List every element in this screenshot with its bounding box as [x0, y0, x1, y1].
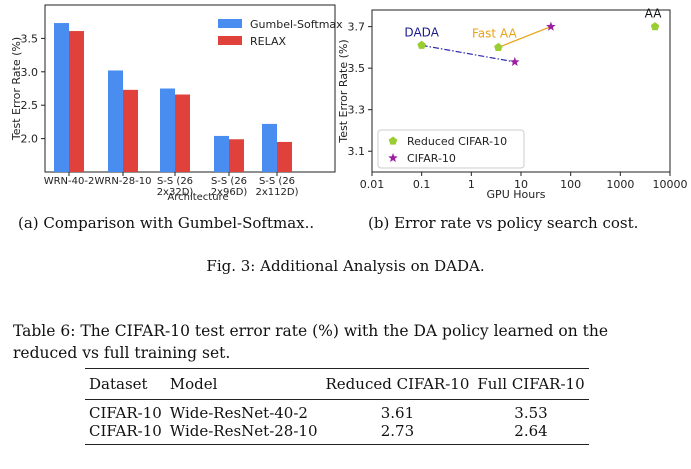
x-tick-label: S-S (26 2x96D): [211, 176, 248, 198]
gumbel-relax-bar-chart: 2.0 2.5 3.0 3.5 WRN-40-2 WRN-28-10 S-S (26 2x32…: [10, 4, 343, 203]
legend-marker-reduced: [388, 136, 398, 145]
x-tick-label: 100: [560, 178, 581, 191]
legend-label-reduced: Reduced CIFAR-10: [407, 135, 507, 148]
header-dataset: Dataset: [85, 368, 166, 400]
cell-full: 3.53: [514, 404, 548, 422]
annotation-dada: DADA: [404, 25, 439, 39]
x-tick-label: S-S (26 2x112D): [256, 176, 299, 198]
x-tick-label: 0.01: [360, 178, 385, 191]
legend-label-relax: RELAX: [250, 35, 286, 48]
link-line-dada: [421, 44, 515, 63]
x-tick-label: 10: [514, 178, 528, 191]
table-row: CIFAR-10 Wide-ResNet-40-2 3.61 3.53: [85, 400, 589, 422]
bar-relax: [123, 89, 138, 172]
y-tick-label: 3.3: [348, 104, 366, 117]
y-tick-label: 3.5: [21, 32, 39, 45]
x-tick-label: S-S (26 2x32D): [157, 176, 194, 198]
error-vs-cost-scatter-chart: 0.01 0.1 1 10 100 1000 10000 3.1 3.3 3.5 3.7 GPU Ho…: [337, 7, 688, 201]
bar-gumbel-softmax: [108, 70, 123, 172]
y-tick-label: 2.0: [21, 133, 39, 146]
cell-dataset: CIFAR-10: [85, 422, 166, 445]
y-tick-label: 3.7: [348, 21, 366, 34]
table-header-row: Dataset Model Reduced CIFAR-10 Full CIFA…: [85, 368, 589, 400]
annotation-aa: AA: [645, 7, 663, 21]
cell-reduced: 3.61: [380, 404, 415, 422]
point-reduced-dada: [417, 40, 426, 49]
subfigure-b-caption: (b) Error rate vs policy search cost.: [368, 214, 639, 232]
cell-dataset: CIFAR-10: [89, 404, 162, 422]
bar-relax: [229, 139, 244, 172]
legend-marker-full: [388, 153, 398, 162]
legend-label-full: CIFAR-10: [407, 152, 456, 165]
y-tick-label: 3.0: [21, 66, 39, 79]
bar-relax: [175, 94, 190, 172]
legend-box: [377, 129, 525, 169]
bar-gumbel-softmax: [160, 88, 175, 172]
figure-caption: Fig. 3: Additional Analysis on DADA.: [206, 257, 485, 275]
y-tick-label: 3.5: [348, 62, 366, 75]
x-tick-label: 0.1: [413, 178, 431, 191]
x-tick-label: WRN-28-10: [95, 176, 152, 187]
bar-relax: [69, 31, 84, 172]
header-model: Model: [165, 368, 322, 400]
subfigure-a-caption: (a) Comparison with Gumbel-Softmax..: [18, 214, 315, 232]
table-caption-line-1: Table 6: The CIFAR-10 test error rate (%…: [13, 322, 608, 340]
link-line-fast-aa: [498, 26, 552, 48]
legend-swatch-gumbel-softmax: [218, 19, 242, 28]
point-full-fast-aa: [546, 21, 556, 31]
x-axis-label: Architecture: [167, 192, 228, 203]
annotation-fast-aa: Fast AA: [472, 26, 517, 40]
x-tick-label: WRN-40-2: [44, 176, 95, 187]
y-axis-label: Test Error Rate (%): [10, 37, 23, 141]
table-caption: Table 6: The CIFAR-10 test error rate (%…: [13, 320, 688, 364]
x-tick-label: 10000: [653, 178, 688, 191]
legend-swatch-relax: [218, 36, 242, 45]
header-reduced: Reduced CIFAR-10: [321, 368, 474, 400]
y-axis-label: Test Error Rate (%): [337, 39, 350, 143]
bar-gumbel-softmax: [214, 135, 229, 172]
bar-gumbel-softmax: [54, 23, 69, 173]
bar-relax: [277, 141, 292, 172]
table-row: CIFAR-10 Wide-ResNet-28-10 2.73 2.64: [85, 422, 589, 445]
results-table: Dataset Model Reduced CIFAR-10 Full CIFA…: [85, 368, 589, 445]
x-axis-label: GPU Hours: [487, 188, 546, 201]
point-reduced-aa: [650, 22, 660, 31]
cell-full: 2.64: [473, 422, 589, 445]
y-tick-label: 2.5: [21, 99, 39, 112]
cell-reduced: 2.73: [321, 422, 474, 445]
x-tick-label: 1000: [606, 178, 634, 191]
point-reduced-fast-aa: [494, 42, 503, 51]
header-full: Full CIFAR-10: [473, 368, 589, 400]
point-full-dada: [510, 56, 520, 66]
bar-gumbel-softmax: [262, 123, 277, 172]
cell-model: Wide-ResNet-28-10: [165, 422, 322, 445]
cell-model: Wide-ResNet-40-2: [169, 404, 308, 422]
legend-label-gumbel-softmax: Gumbel-Softmax: [250, 18, 343, 31]
y-tick-label: 3.1: [348, 145, 366, 158]
x-tick-label: 1: [468, 178, 475, 191]
table-caption-line-2: reduced vs full training set.: [13, 344, 231, 362]
